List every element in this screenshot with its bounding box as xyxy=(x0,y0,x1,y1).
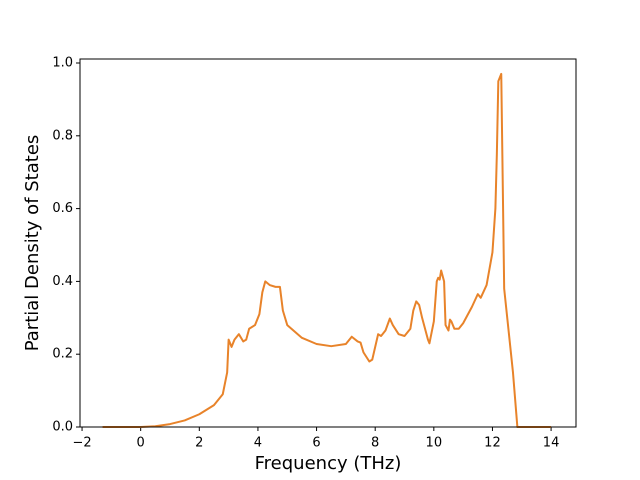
x-tick-label: 8 xyxy=(371,436,379,451)
y-tick-label: 1.0 xyxy=(52,56,73,71)
y-tick-label: 0.8 xyxy=(52,128,73,143)
x-tick-label: 14 xyxy=(543,436,560,451)
x-tick-label: 2 xyxy=(195,436,203,451)
x-tick-label: 4 xyxy=(254,436,262,451)
x-axis-label: Frequency (THz) xyxy=(255,453,402,474)
x-tick-label: 6 xyxy=(312,436,320,451)
y-tick-label: 0.4 xyxy=(52,274,73,289)
y-axis-label: Partial Density of States xyxy=(22,135,43,352)
y-tick-label: 0.2 xyxy=(52,347,73,362)
y-tick-label: 0.6 xyxy=(52,201,73,216)
x-tick-label: 12 xyxy=(484,436,501,451)
data-line xyxy=(102,72,552,428)
y-tick-label: 0.0 xyxy=(52,420,73,435)
x-tick-label: 0 xyxy=(137,436,145,451)
plot-frame xyxy=(79,58,577,428)
x-tick-label: 10 xyxy=(426,436,443,451)
x-tick-label: −2 xyxy=(72,436,91,451)
